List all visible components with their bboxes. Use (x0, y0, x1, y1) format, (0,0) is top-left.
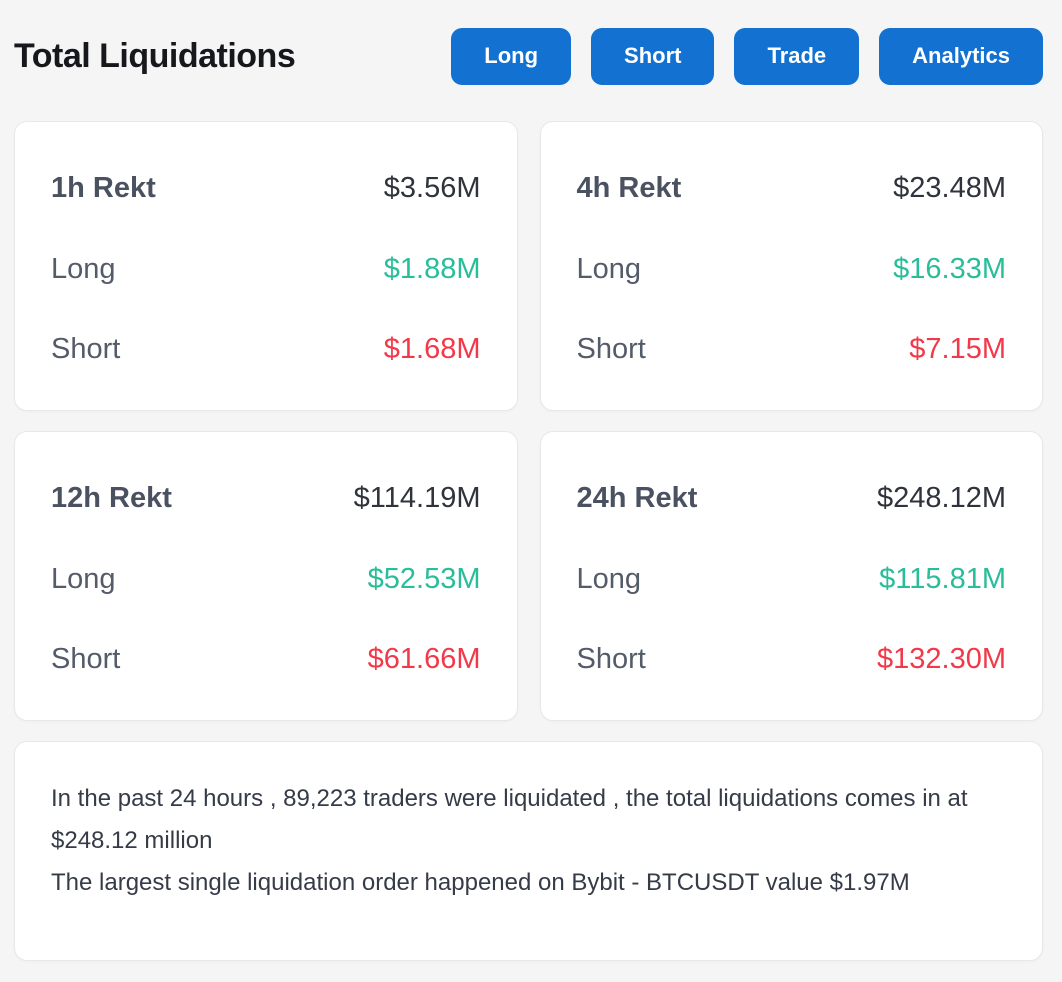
card-header-row: 4h Rekt $23.48M (577, 174, 1007, 203)
rekt-card-4h: 4h Rekt $23.48M Long $16.33M Short $7.15… (539, 121, 1043, 411)
long-row: Long $1.88M (51, 252, 481, 285)
period-label: 4h Rekt (576, 172, 682, 204)
short-value: $1.68M (383, 333, 481, 365)
total-value: $114.19M (353, 482, 481, 514)
short-label: Short (51, 643, 121, 675)
long-label: Long (576, 252, 642, 285)
long-row: Long $52.53M (51, 562, 481, 595)
long-label: Long (576, 562, 642, 595)
total-value: $3.56M (383, 172, 481, 204)
short-label: Short (51, 333, 121, 365)
long-row: Long $16.33M (576, 252, 1007, 285)
long-value: $16.33M (893, 252, 1006, 285)
short-label: Short (576, 643, 646, 675)
period-label: 24h Rekt (576, 482, 698, 514)
total-value: $248.12M (877, 482, 1006, 514)
short-row: Short $1.68M (51, 335, 481, 364)
total-value: $23.48M (893, 172, 1006, 204)
liquidation-summary-card: In the past 24 hours , 89,223 traders we… (14, 741, 1043, 961)
period-label: 1h Rekt (51, 172, 156, 204)
short-value: $61.66M (367, 643, 481, 675)
card-header-row: 1h Rekt $3.56M (51, 174, 481, 203)
filter-button-row: Long Short Trade Analytics (451, 27, 1043, 85)
short-row: Short $61.66M (51, 645, 481, 674)
rekt-cards-grid: 1h Rekt $3.56M Long $1.88M Short $1.68M … (14, 121, 1043, 721)
rekt-card-12h: 12h Rekt $114.19M Long $52.53M Short $61… (14, 431, 518, 721)
short-row: Short $132.30M (577, 645, 1007, 674)
long-label: Long (51, 252, 116, 285)
long-filter-button[interactable]: Long (451, 27, 572, 85)
total-liquidations-page: Total Liquidations Long Short Trade Anal… (14, 26, 1043, 961)
summary-line-2: The largest single liquidation order hap… (51, 869, 910, 896)
summary-line-1: In the past 24 hours , 89,223 traders we… (51, 785, 968, 854)
long-row: Long $115.81M (576, 562, 1007, 595)
short-row: Short $7.15M (577, 335, 1007, 364)
short-value: $7.15M (909, 333, 1006, 365)
long-label: Long (51, 562, 116, 595)
page-title: Total Liquidations (14, 36, 296, 75)
long-value: $52.53M (367, 562, 481, 595)
analytics-filter-button[interactable]: Analytics (879, 27, 1043, 85)
rekt-card-1h: 1h Rekt $3.56M Long $1.88M Short $1.68M (14, 121, 518, 411)
trade-filter-button[interactable]: Trade (734, 27, 860, 85)
long-value: $1.88M (383, 252, 481, 285)
rekt-card-24h: 24h Rekt $248.12M Long $115.81M Short $1… (539, 431, 1043, 721)
long-value: $115.81M (879, 562, 1006, 595)
page-header: Total Liquidations Long Short Trade Anal… (14, 26, 1043, 86)
card-header-row: 12h Rekt $114.19M (51, 484, 481, 513)
short-value: $132.30M (877, 643, 1006, 675)
period-label: 12h Rekt (51, 482, 172, 514)
card-header-row: 24h Rekt $248.12M (577, 484, 1007, 513)
short-filter-button[interactable]: Short (591, 27, 715, 85)
short-label: Short (576, 333, 646, 365)
